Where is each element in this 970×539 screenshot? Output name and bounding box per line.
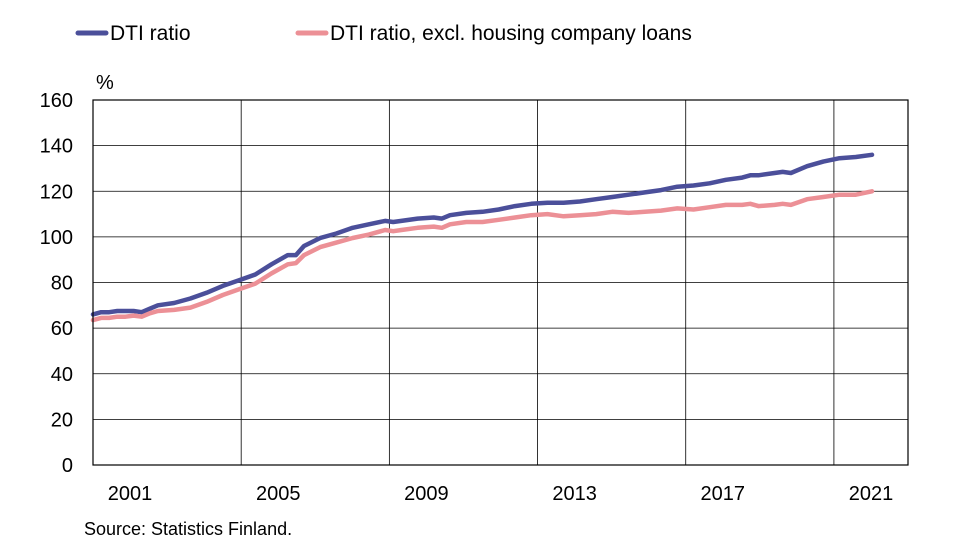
grid: [93, 100, 908, 465]
y-axis-unit-label: %: [96, 72, 114, 94]
plot-frame: [92, 99, 909, 466]
legend-label-dti-ratio-excl: DTI ratio, excl. housing company loans: [330, 22, 692, 45]
x-tick-label-2005: 2005: [256, 483, 301, 505]
source-note: Source: Statistics Finland.: [84, 519, 292, 539]
x-tick-label-2021: 2021: [849, 483, 894, 505]
y-tick-label-40: 40: [51, 364, 73, 386]
series-line-dti-ratio-excl: [90, 189, 875, 323]
x-tick-label-2009: 2009: [404, 483, 449, 505]
y-tick-label-100: 100: [40, 227, 73, 249]
y-tick-label-20: 20: [51, 409, 73, 431]
x-tick-label-2013: 2013: [552, 483, 597, 505]
series-line-dti-ratio: [90, 152, 875, 317]
y-tick-label-80: 80: [51, 273, 73, 295]
legend: DTI ratio DTI ratio, excl. housing compa…: [75, 22, 692, 45]
y-tick-label-160: 160: [40, 90, 73, 112]
y-tick-label-0: 0: [62, 455, 73, 477]
y-tick-label-120: 120: [40, 181, 73, 203]
y-axis-ticks: 0 20 40 60 80 100 120 140 160: [40, 90, 73, 477]
y-tick-label-140: 140: [40, 136, 73, 158]
y-tick-label-60: 60: [51, 318, 73, 340]
series-lines: [90, 152, 875, 323]
x-axis-ticks: 2001 2005 2009 2013 2017 2021: [108, 483, 893, 505]
x-tick-label-2001: 2001: [108, 483, 153, 505]
legend-label-dti-ratio: DTI ratio: [110, 22, 191, 45]
x-tick-label-2017: 2017: [701, 483, 746, 505]
